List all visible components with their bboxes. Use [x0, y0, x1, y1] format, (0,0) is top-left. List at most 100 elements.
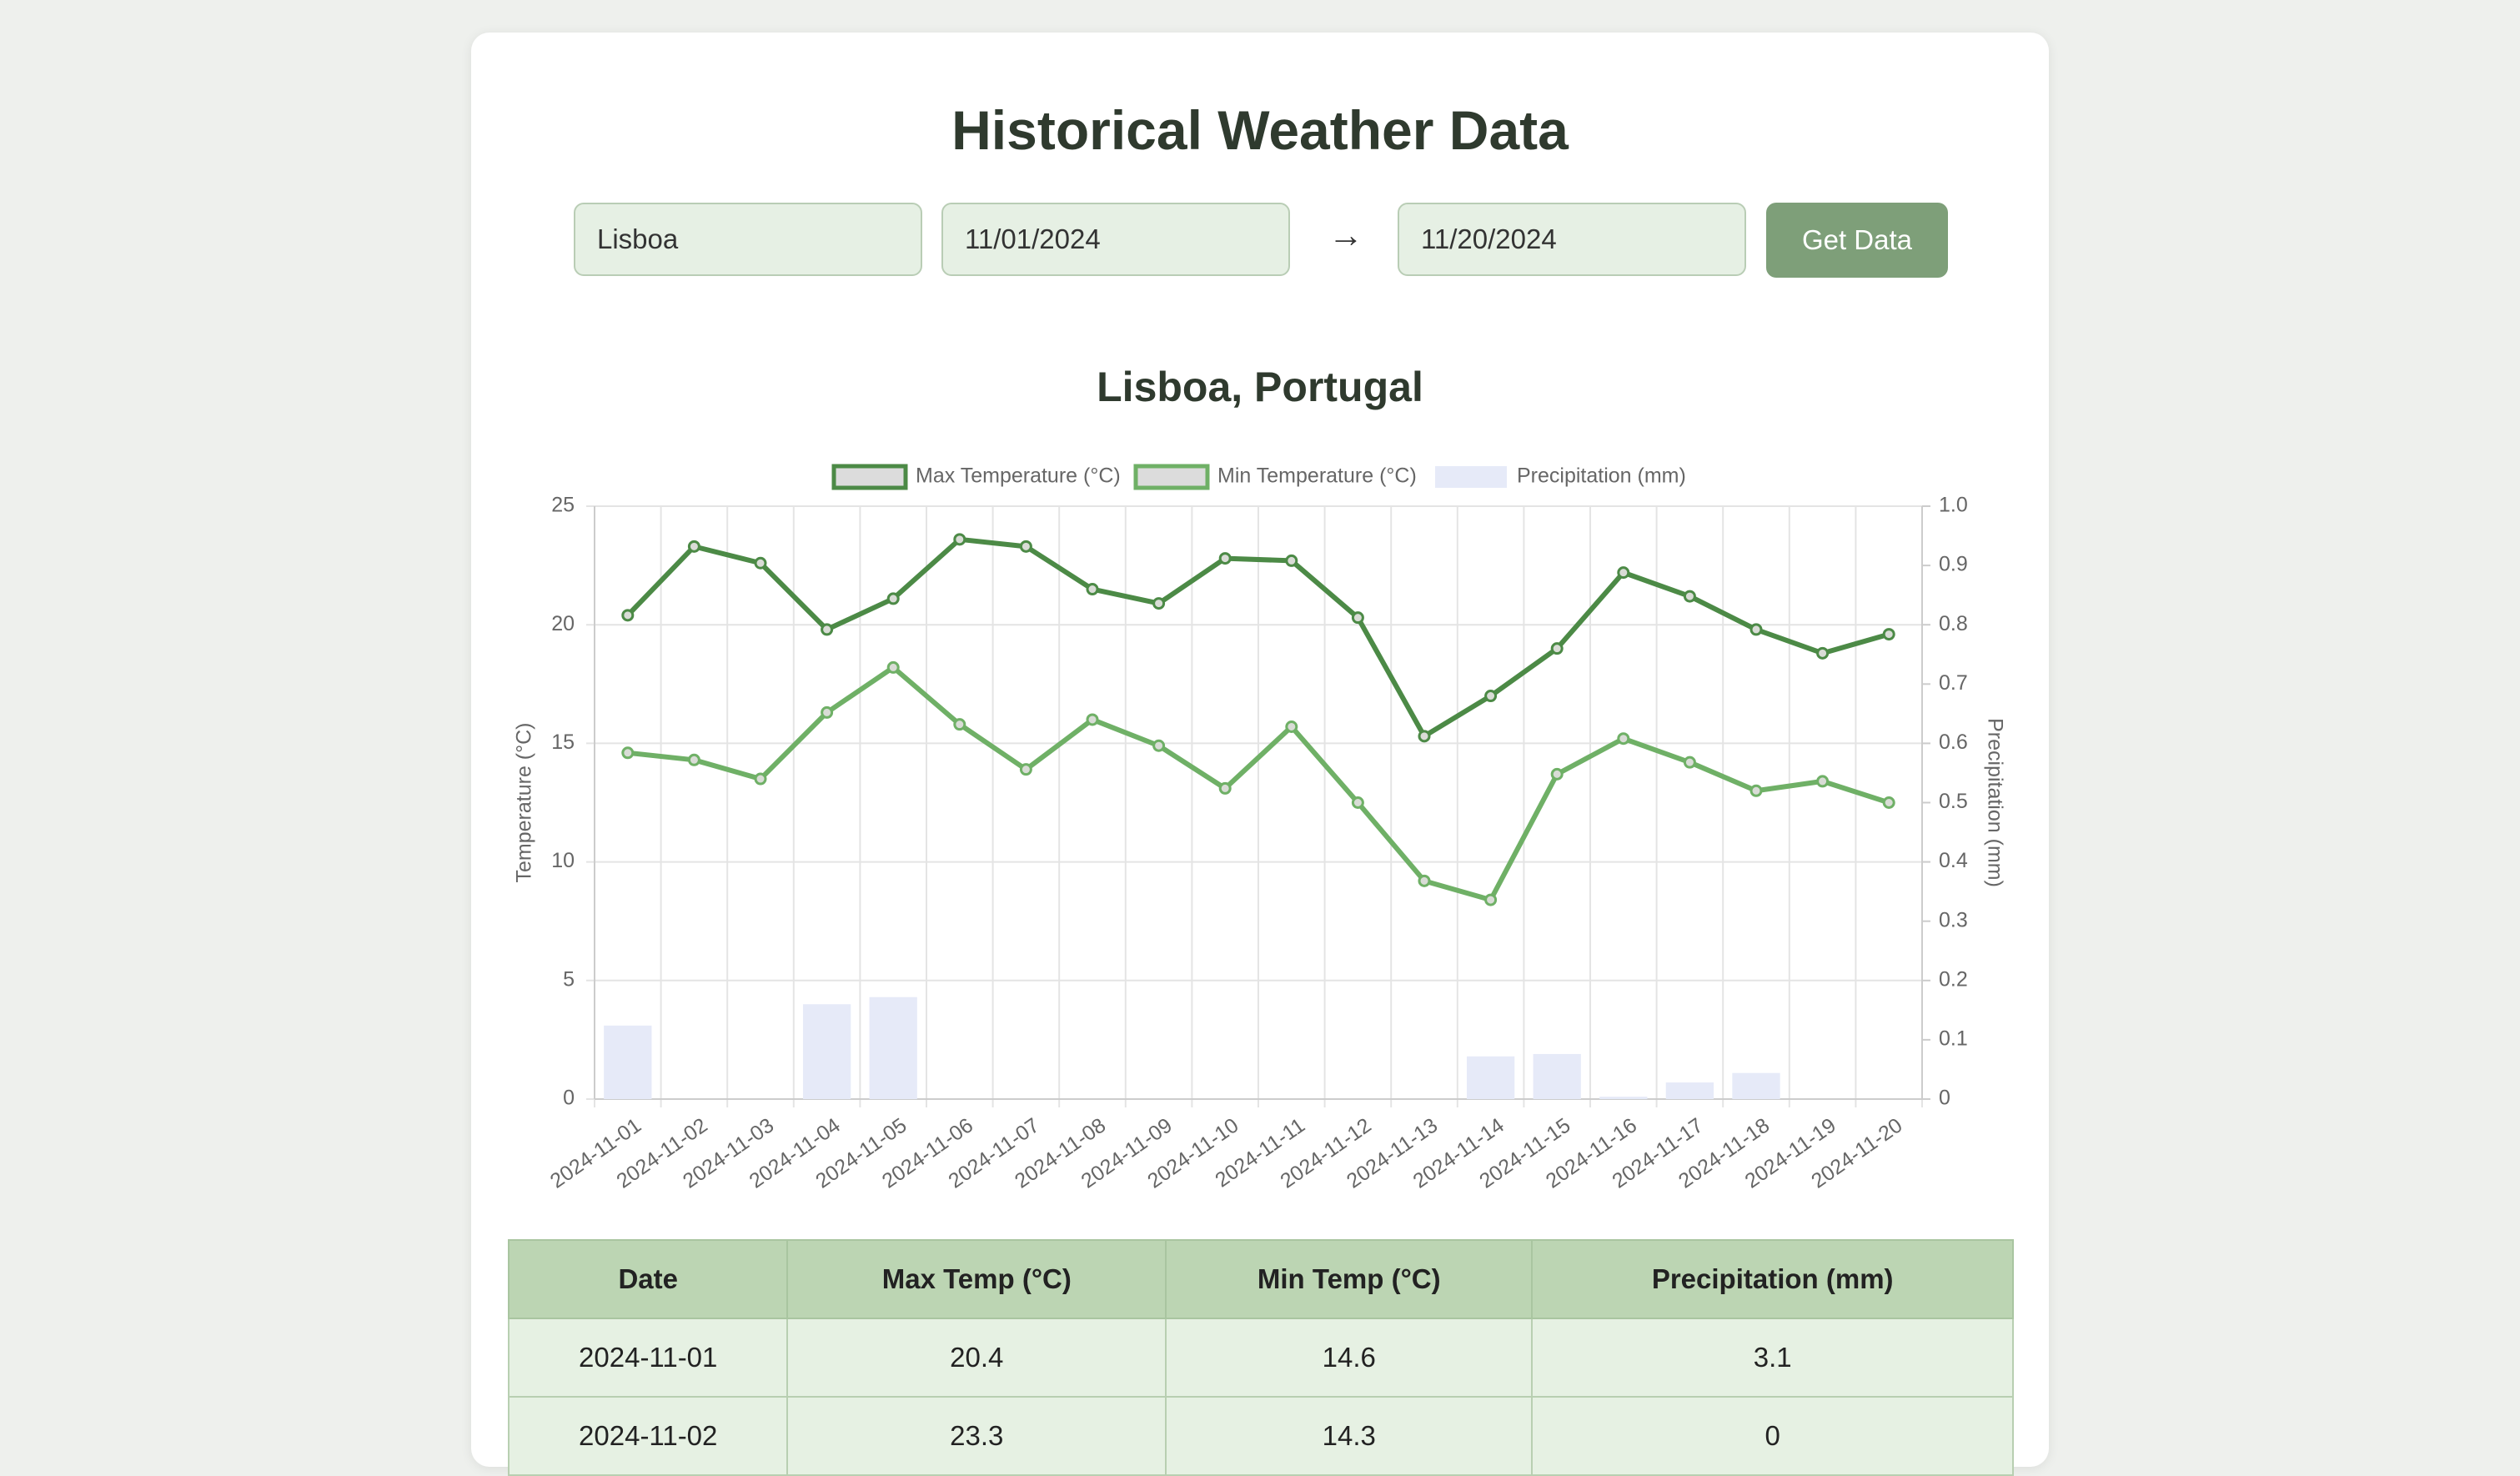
point: [687, 753, 700, 766]
point: [821, 623, 834, 636]
bar: [1599, 1097, 1648, 1099]
page: Historical Weather Data Lisboa 11/01/202…: [471, 33, 2049, 1476]
point: [1351, 611, 1364, 625]
y2-tick-label: 0.3: [1939, 908, 1968, 931]
point: [1617, 566, 1630, 580]
point: [1019, 540, 1032, 553]
data-table: Date Max Temp (°C) Min Temp (°C) Precipitat…: [507, 1239, 2014, 1476]
point: [1285, 720, 1298, 733]
point: [953, 533, 966, 546]
point: [821, 705, 834, 719]
legend-swatch: [1435, 466, 1507, 488]
y2-tick-label: 0.1: [1939, 1027, 1968, 1051]
point: [1683, 590, 1696, 603]
y-tick-label: 20: [551, 612, 575, 635]
point: [1019, 763, 1032, 776]
point: [1152, 739, 1166, 752]
table-header: Date: [507, 1239, 789, 1319]
table-row: 2024-11-02 23.3 14.3 0: [507, 1396, 2014, 1476]
page-title: Historical Weather Data: [951, 99, 1569, 161]
chart: Lisboa, Portugal 0 5 10 15 20 25 0 0.1 0.2 0.3 0.4…: [513, 364, 2007, 1192]
point: [1882, 628, 1895, 641]
bar: [1732, 1072, 1780, 1099]
y-tick-label: 15: [551, 730, 575, 754]
point: [1218, 781, 1232, 795]
y2-tick-label: 0.7: [1939, 671, 1968, 695]
point: [1550, 642, 1564, 655]
legend-swatch: [831, 464, 908, 490]
city-input[interactable]: Lisboa: [574, 203, 922, 276]
y2-tick-label: 0.4: [1939, 849, 1968, 872]
point: [621, 609, 635, 622]
point: [1749, 784, 1763, 797]
legend-label: Min Temperature (°C): [1217, 464, 1417, 488]
y2-tick-label: 0.9: [1939, 553, 1968, 576]
point: [687, 540, 700, 553]
bar: [1466, 1056, 1515, 1099]
y2-tick-label: 0.6: [1939, 730, 1968, 754]
table-header: Min Temp (°C): [1165, 1239, 1534, 1319]
point: [1351, 796, 1364, 809]
point: [1816, 646, 1830, 660]
point: [1550, 767, 1564, 781]
point: [1816, 775, 1830, 788]
y2-tick-label: 0.2: [1939, 967, 1968, 991]
y2-tick-label: 1.0: [1939, 494, 1968, 517]
bar: [869, 997, 917, 1099]
point: [1617, 732, 1630, 746]
point: [1683, 756, 1696, 769]
y-tick-label: 0: [563, 1087, 575, 1110]
line: [627, 665, 1890, 903]
table-row: 2024-11-01 20.4 14.6 3.1: [507, 1318, 2014, 1398]
get-data-button[interactable]: Get Data: [1766, 203, 1948, 278]
legend-label: Precipitation (mm): [1517, 464, 1686, 488]
point: [1086, 713, 1099, 726]
point: [621, 746, 635, 760]
point: [1285, 554, 1298, 567]
table-cell: 23.3: [786, 1396, 1167, 1476]
point: [1484, 893, 1498, 906]
y-tick-label: 10: [551, 849, 575, 872]
point: [1152, 597, 1166, 610]
y2-tick-label: 0.8: [1939, 612, 1968, 635]
table-header: Precipitation (mm): [1531, 1239, 2014, 1319]
chart-title: Lisboa, Portugal: [1097, 364, 1423, 410]
table-cell: 14.6: [1165, 1318, 1534, 1398]
point: [886, 660, 900, 674]
point: [1218, 552, 1232, 565]
line: [625, 536, 1890, 739]
point: [1882, 796, 1895, 809]
bar: [802, 1004, 851, 1099]
y-axis-title: Temperature (°C): [513, 723, 536, 883]
table-cell: 3.1: [1531, 1318, 2014, 1398]
table-cell: 20.4: [786, 1318, 1167, 1398]
y2-tick-label: 0.5: [1939, 790, 1968, 813]
bar: [604, 1025, 652, 1099]
point: [1418, 730, 1431, 743]
y2-tick-label: 0: [1939, 1087, 1950, 1110]
bar: [1665, 1082, 1714, 1099]
header-row: Date Max Temp (°C) Min Temp (°C) Precipitat…: [507, 1239, 2014, 1319]
table-cell: 14.3: [1165, 1396, 1534, 1476]
y-tick-label: 5: [563, 967, 575, 991]
arrow: →: [1328, 215, 1363, 254]
start-date-input[interactable]: 11/01/2024: [941, 203, 1290, 276]
bar: [1533, 1053, 1581, 1099]
point: [1484, 690, 1498, 703]
point: [1086, 583, 1099, 596]
point: [886, 592, 900, 605]
point: [1418, 874, 1431, 887]
point: [754, 556, 767, 570]
table-cell: 2024-11-01: [507, 1318, 789, 1398]
end-date-input[interactable]: 11/20/2024: [1398, 203, 1746, 276]
y2-axis-title: Precipitation (mm): [1983, 718, 2006, 887]
y-tick-label: 25: [551, 494, 575, 517]
point: [754, 772, 767, 786]
legend-label: Max Temperature (°C): [916, 464, 1121, 488]
table-header: Max Temp (°C): [786, 1239, 1167, 1319]
table-cell: 2024-11-02: [507, 1396, 789, 1476]
legend-swatch: [1133, 464, 1210, 490]
point: [1749, 623, 1763, 636]
point: [953, 718, 966, 731]
table-cell: 0: [1531, 1396, 2014, 1476]
